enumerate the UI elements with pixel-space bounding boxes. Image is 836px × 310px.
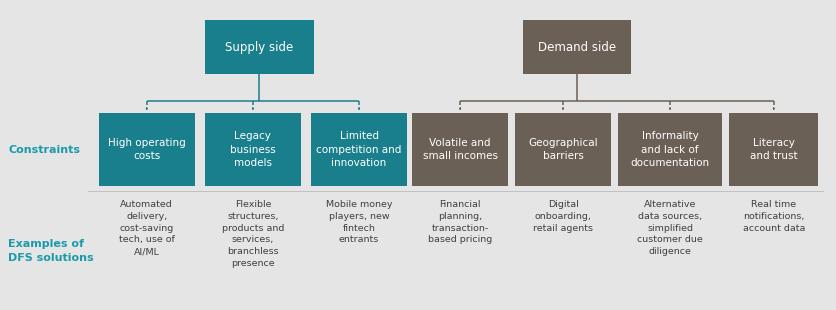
FancyBboxPatch shape — [729, 113, 818, 186]
Text: Literacy
and trust: Literacy and trust — [750, 138, 798, 162]
FancyBboxPatch shape — [515, 113, 611, 186]
FancyBboxPatch shape — [618, 113, 722, 186]
Text: High operating
costs: High operating costs — [108, 138, 186, 162]
Text: Financial
planning,
transaction-
based pricing: Financial planning, transaction- based p… — [428, 200, 492, 244]
Text: Real time
notifications,
account data: Real time notifications, account data — [742, 200, 805, 232]
Text: Supply side: Supply side — [225, 41, 293, 54]
FancyBboxPatch shape — [205, 20, 314, 74]
FancyBboxPatch shape — [205, 113, 301, 186]
Text: Constraints: Constraints — [8, 145, 80, 155]
Text: Legacy
business
models: Legacy business models — [230, 131, 276, 168]
Text: Automated
delivery,
cost-saving
tech, use of
AI/ML: Automated delivery, cost-saving tech, us… — [119, 200, 175, 256]
Text: Examples of
DFS solutions: Examples of DFS solutions — [8, 239, 94, 263]
Text: Digital
onboarding,
retail agents: Digital onboarding, retail agents — [533, 200, 593, 232]
FancyBboxPatch shape — [99, 113, 195, 186]
Text: Informality
and lack of
documentation: Informality and lack of documentation — [630, 131, 710, 168]
FancyBboxPatch shape — [311, 113, 407, 186]
Text: Alternative
data sources,
simplified
customer due
diligence: Alternative data sources, simplified cus… — [637, 200, 703, 256]
Text: Geographical
barriers: Geographical barriers — [528, 138, 598, 162]
Text: Mobile money
players, new
fintech
entrants: Mobile money players, new fintech entran… — [326, 200, 392, 244]
Text: Flexible
structures,
products and
services,
branchless
presence: Flexible structures, products and servic… — [222, 200, 284, 268]
FancyBboxPatch shape — [522, 20, 631, 74]
Text: Limited
competition and
innovation: Limited competition and innovation — [316, 131, 402, 168]
Text: Demand side: Demand side — [538, 41, 616, 54]
Text: Volatile and
small incomes: Volatile and small incomes — [423, 138, 497, 162]
FancyBboxPatch shape — [412, 113, 508, 186]
